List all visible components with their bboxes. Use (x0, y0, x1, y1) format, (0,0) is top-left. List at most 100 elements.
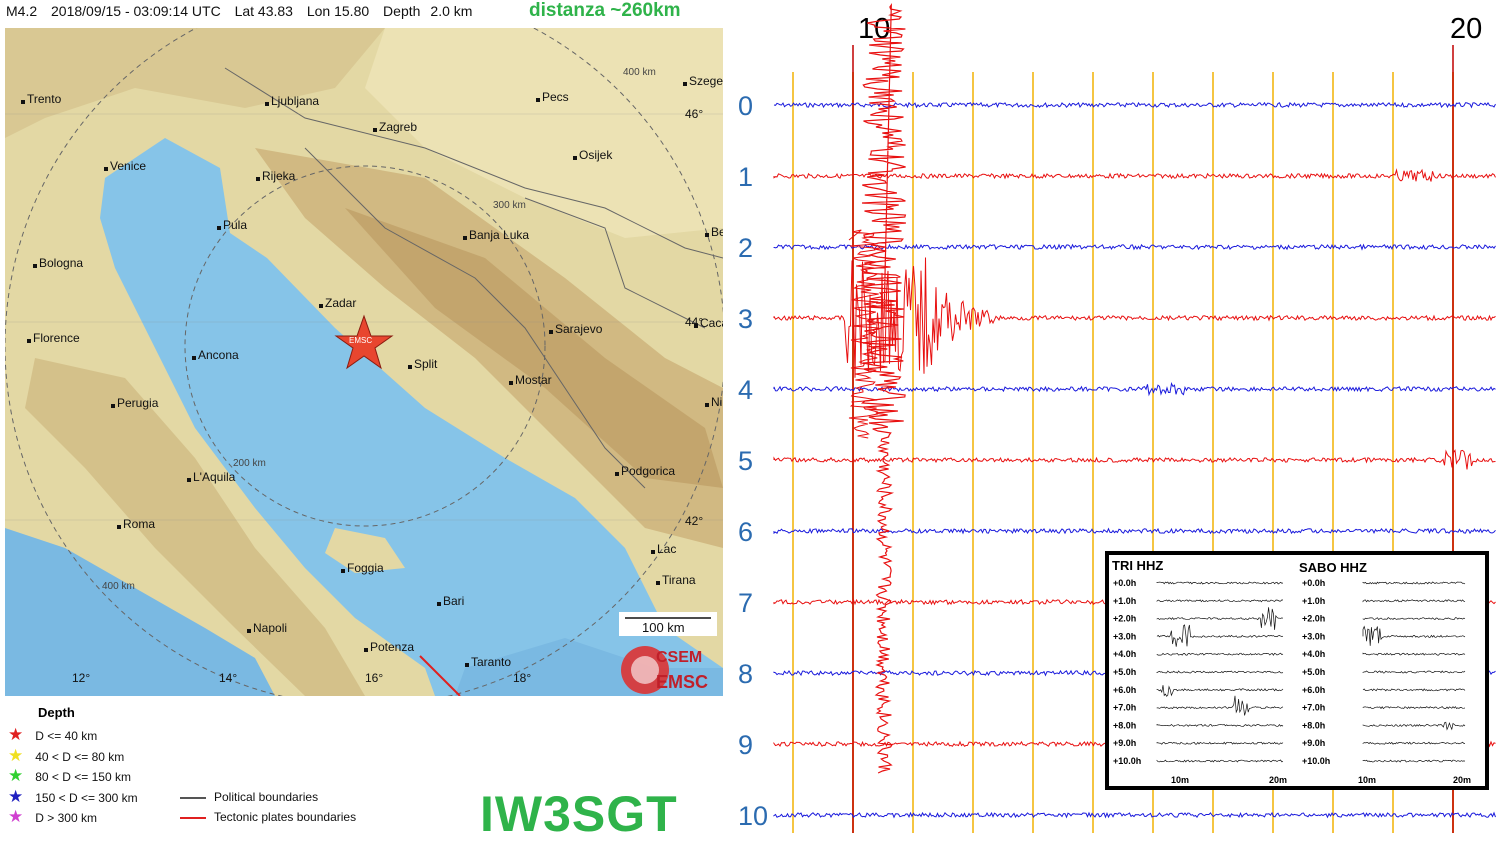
map-legend: Depth ★ D <= 40 km ★ 40 < D <= 80 km ★ 80 < D… (0, 700, 724, 845)
event-datetime: 2018/09/15 - 03:09:14 UTC (51, 3, 221, 19)
legend-line-tectonic: Tectonic plates boundaries (180, 810, 356, 824)
map-canvas: EMSC Trento Ljubljana Pecs Szeged Zagreb Osij… (5, 28, 723, 696)
inset-hour-label: +7.0h (1113, 703, 1136, 713)
range-label: 400 km (102, 581, 135, 592)
inset-trace (1156, 624, 1284, 647)
adriatic-sea (100, 138, 723, 696)
magnitude: M4.2 (6, 3, 38, 19)
station-callsign: IW3SGT (480, 786, 678, 842)
svg-text:CSEM: CSEM (656, 649, 702, 666)
city-label: Perugia (117, 396, 159, 410)
legend-depth-item: ★ D > 300 km (8, 807, 97, 826)
inset-x-label: 10m (1358, 775, 1376, 785)
trace-line (773, 527, 1496, 535)
hour-row-label: 4 (738, 375, 753, 405)
lon-label: 16° (365, 671, 383, 685)
inset-trace (1362, 759, 1466, 763)
lon-label: 12° (72, 671, 90, 685)
depth-star-icon: ★ (8, 807, 24, 826)
city-marker: Florence (27, 331, 80, 345)
city-label: Lac (657, 542, 676, 556)
inset-hour-label: +0.0h (1302, 578, 1325, 588)
city-label: Pula (223, 218, 247, 232)
minute-label: 20 (1450, 13, 1482, 45)
inset-hour-label: +8.0h (1113, 720, 1136, 730)
inset-hour-label: +3.0h (1113, 631, 1136, 641)
inset-hour-label: +9.0h (1113, 738, 1136, 748)
scale-label: 100 km (642, 620, 685, 635)
trace-line (773, 243, 1496, 251)
city-label: Potenza (370, 640, 414, 654)
inset-trace (1156, 695, 1284, 716)
city-marker: Szeged (683, 74, 723, 88)
city-label: Ljubljana (271, 94, 319, 108)
inset-hour-label: +9.0h (1302, 738, 1325, 748)
city-label: Taranto (471, 655, 511, 669)
city-marker: Ancona (192, 348, 239, 362)
lon-label: 18° (513, 671, 531, 685)
inset-trace (1362, 670, 1466, 674)
hour-row-label: 3 (738, 304, 753, 334)
inset-trace (1362, 599, 1466, 603)
legend-line-political: Political boundaries (180, 790, 318, 804)
inset-x-label: 20m (1269, 775, 1287, 785)
city-label: Zagreb (379, 120, 417, 134)
inset-hour-label: +4.0h (1302, 649, 1325, 659)
hour-row-label: 10 (738, 801, 768, 831)
earthquake-signal (860, 3, 907, 774)
emsc-logo: CSEM EMSC (621, 646, 708, 694)
city-label: Podgorica (621, 464, 675, 478)
city-marker: Sarajevo (549, 322, 603, 336)
inset-hour-label: +7.0h (1302, 703, 1325, 713)
city-label: Pecs (542, 90, 569, 104)
hour-row-label: 0 (738, 91, 753, 121)
city-marker: Bologna (33, 256, 83, 270)
inset-trace (1156, 581, 1284, 585)
inset-x-label: 10m (1171, 775, 1189, 785)
city-label: Rijeka (262, 169, 296, 183)
trace-line (773, 811, 1496, 819)
inset-hour-label: +4.0h (1113, 649, 1136, 659)
city-label: Caca (700, 316, 723, 330)
city-marker: Foggia (341, 561, 384, 575)
city-label: Ni (711, 395, 722, 409)
depth-label: Depth (383, 3, 421, 19)
city-marker: L'Aquila (187, 470, 236, 484)
longitude: Lon 15.80 (306, 3, 370, 19)
mountain-relief (345, 208, 723, 488)
city-marker: Roma (117, 517, 155, 531)
city-label: Mostar (515, 373, 552, 387)
scale-box (619, 612, 717, 636)
city-label: Osijek (579, 148, 613, 162)
legend-depth-item: ★ 40 < D <= 80 km (8, 745, 125, 765)
inset-canvas: TRI HHZ SABO HHZ +0.0h +1.0h +2.0h +3.0h +4.0h… (1112, 558, 1471, 785)
city-label: Napoli (253, 621, 287, 635)
depth-value: 2.0 km (430, 3, 473, 19)
city-label: L'Aquila (193, 470, 236, 484)
hour-row-label: 7 (738, 588, 753, 618)
inset-hour-label: +5.0h (1113, 667, 1136, 677)
city-marker: Perugia (111, 396, 159, 410)
hour-row-label: 8 (738, 659, 753, 689)
legend-depth-item: ★ 80 < D <= 150 km (8, 766, 131, 785)
lon-label: 14° (219, 671, 237, 685)
city-label: Bari (443, 594, 464, 608)
legend-depth-item: ★ D <= 40 km (8, 725, 98, 744)
inset-trace (1362, 625, 1466, 646)
tyrrhenian-sea (5, 528, 275, 696)
helicorder: 10 20 0 1 2 3 4 5 6 7 8 9 10 (724, 0, 1507, 845)
city-marker: Ni (705, 395, 722, 409)
trace-line (773, 101, 1496, 109)
city-marker: Caca (694, 316, 723, 330)
reference-stations-inset: TRI HHZ SABO HHZ +0.0h +1.0h +2.0h +3.0h +4.0h… (1105, 551, 1489, 790)
city-label: Be (711, 225, 723, 239)
inset-trace (1362, 652, 1466, 656)
pannonian-plain (365, 28, 723, 238)
range-label: 200 km (233, 458, 266, 469)
tectonic-boundary (419, 655, 461, 696)
hour-row-label: 6 (738, 517, 753, 547)
inset-hour-label: +10.0h (1302, 756, 1330, 766)
inset-hour-label: +3.0h (1302, 631, 1325, 641)
inset-hour-label: +2.0h (1302, 614, 1325, 624)
inset-trace (1362, 741, 1465, 745)
